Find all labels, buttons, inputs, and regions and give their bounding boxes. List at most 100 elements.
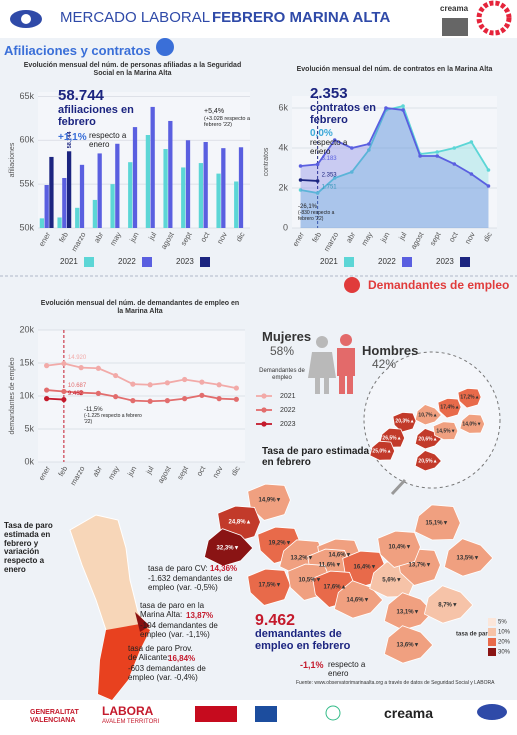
x-tick-label: marzo: [322, 230, 340, 253]
value-label: 1.751: [322, 185, 338, 191]
yoy-text: (+3.028 respecto a febrero '22): [204, 116, 251, 129]
footer-labora: LABORA: [102, 704, 154, 718]
point: [367, 148, 371, 152]
map-label: 13,7%▼: [409, 563, 432, 569]
yoy-text: (-1.225 respecto a febrero '22): [84, 413, 142, 425]
point: [113, 372, 119, 379]
bar: [97, 153, 102, 228]
point: [315, 191, 320, 195]
x-tick-label: feb: [310, 230, 323, 244]
legend-swatch: [460, 257, 470, 267]
point: [130, 381, 136, 387]
x-tick-label: ener: [291, 230, 307, 248]
map-label: 5,6%▼: [382, 578, 402, 584]
bar: [145, 134, 151, 228]
point: [199, 379, 205, 385]
title-b: FEBRERO MARINA ALTA: [212, 9, 391, 26]
chart-title: Evolución mensual del núm. de contratos …: [296, 66, 493, 73]
x-tick-label: abr: [91, 464, 104, 478]
point: [452, 162, 457, 166]
bar: [132, 127, 138, 228]
region-marina-alta: [135, 612, 150, 632]
municipality: [443, 538, 494, 577]
yoy: +5,4%: [204, 108, 225, 115]
x-tick-label: may: [106, 464, 121, 481]
y-tick-label: 0k: [24, 456, 34, 466]
map-label: 17,5%▼: [259, 583, 282, 589]
x-tick-label: agost: [409, 230, 426, 251]
point: [315, 179, 320, 183]
bar: [221, 148, 226, 228]
logo-pupil: [21, 14, 31, 24]
line: [300, 179, 318, 182]
point: [298, 188, 303, 192]
map-legend-label: 5%: [498, 620, 507, 626]
map-label: 17,4%▲: [440, 404, 459, 410]
map-legend-swatch: [488, 638, 496, 646]
kpi-change-text: respecto a enero: [310, 138, 348, 156]
point: [418, 154, 422, 158]
legend-label: 2022: [280, 407, 296, 414]
map-legend-swatch: [488, 628, 496, 636]
bar: [185, 140, 191, 228]
x-tick-label: dic: [234, 230, 247, 243]
municipality: [247, 483, 291, 521]
municipality: [203, 528, 254, 567]
point: [367, 142, 371, 146]
ma-value: 13,87%: [186, 611, 214, 620]
bar: [66, 151, 72, 228]
municipality-zoom: [414, 404, 442, 426]
x-tick-label: ener: [37, 230, 53, 248]
map-label: 10,7%▲: [418, 412, 437, 418]
point: [384, 106, 388, 110]
plot-bg: [292, 96, 497, 228]
yoy: -26,1%: [298, 204, 318, 210]
map-label: 25,0%▲: [372, 448, 391, 454]
x-tick-label: jul: [144, 464, 156, 476]
point: [298, 164, 303, 168]
point: [95, 390, 101, 396]
legend-swatch: [344, 257, 354, 267]
x-tick-label: marzo: [68, 464, 86, 487]
legend-swatch: [402, 257, 412, 267]
municipality: [423, 585, 474, 624]
point: [401, 108, 405, 112]
logo-eye-footer: [477, 704, 507, 720]
y-tick-label: 60k: [19, 135, 34, 145]
map-label: 20,6%▲: [418, 436, 437, 442]
municipality-zoom: [392, 411, 417, 433]
point: [61, 396, 67, 403]
bar: [203, 142, 208, 228]
x-tick-label: may: [108, 230, 123, 247]
kpi-change: 0,0%: [310, 128, 333, 139]
point: [78, 365, 84, 371]
x-tick-label: feb: [56, 464, 69, 478]
x-tick-label: sept: [428, 230, 443, 248]
bar: [234, 181, 239, 228]
point: [233, 396, 239, 402]
legend-label: 2022: [378, 257, 396, 266]
point: [349, 146, 354, 150]
bar: [62, 177, 67, 228]
legend-label: 2022: [118, 257, 136, 266]
map-label: 17,6%▲: [324, 585, 347, 591]
municipality-zoom: [369, 440, 396, 461]
bar: [57, 217, 62, 228]
x-tick-label: dic: [481, 230, 494, 243]
point: [452, 146, 457, 150]
area: [300, 106, 489, 228]
map-label: 17,2%▲: [460, 394, 479, 400]
point: [332, 176, 337, 180]
point: [164, 380, 170, 386]
logo-junts: [442, 18, 468, 36]
line: [46, 397, 64, 401]
point: [164, 398, 170, 404]
legend-label: 2021: [60, 257, 78, 266]
point: [61, 388, 67, 395]
chart-title: Evolución mensual del núm. de demandante…: [40, 300, 240, 315]
line: [300, 107, 489, 187]
summary-value: 9.462: [255, 612, 296, 629]
header-bg: [0, 0, 517, 38]
logo-sepe: [255, 706, 277, 722]
map-label: 20,5%▲: [418, 458, 437, 464]
